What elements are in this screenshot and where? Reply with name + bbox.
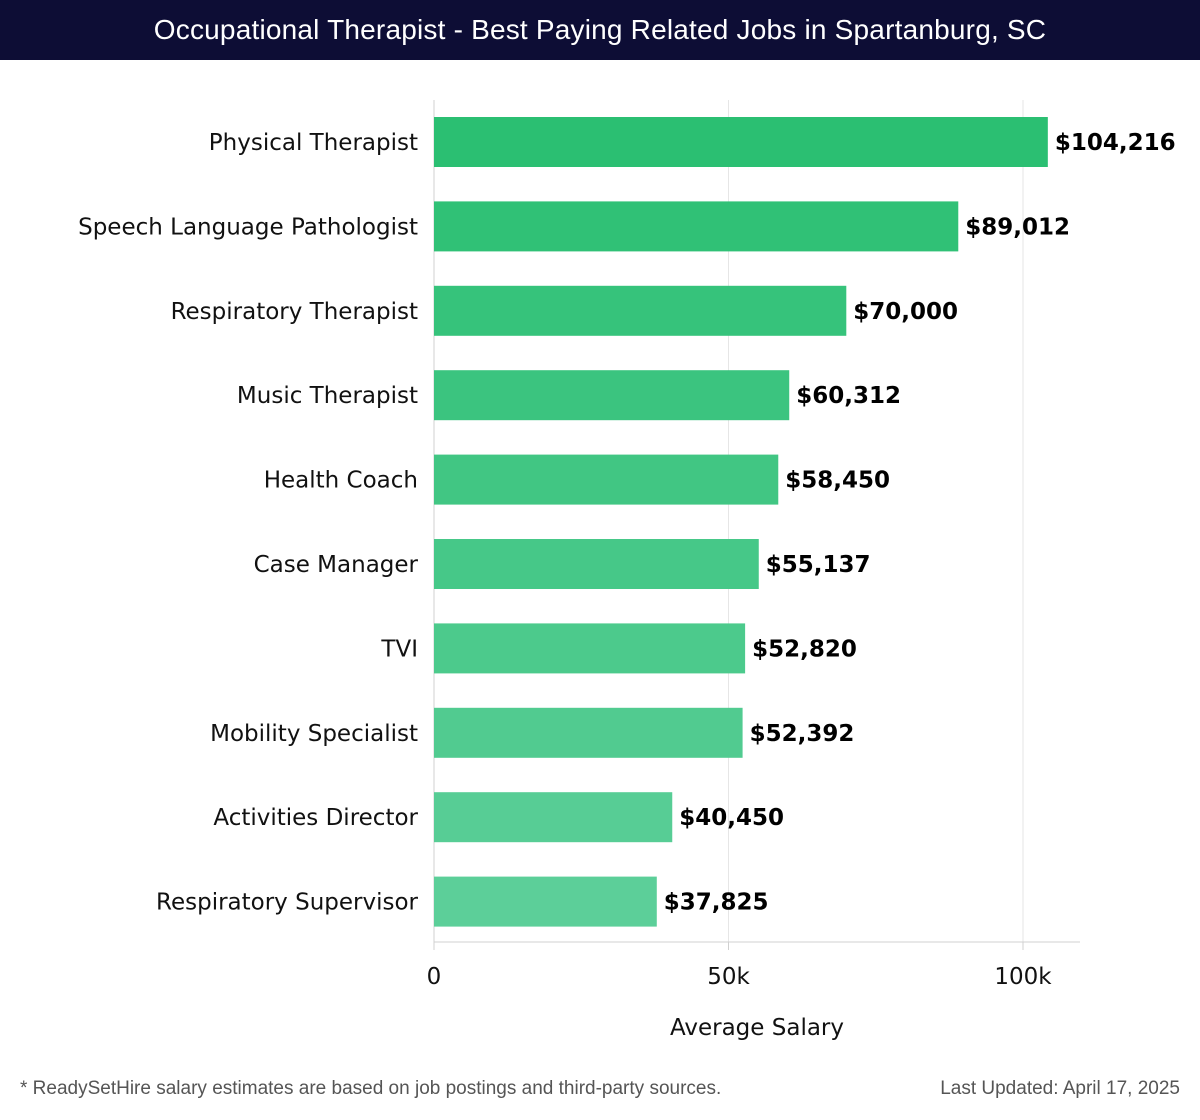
category-label-1: Speech Language Pathologist xyxy=(78,214,418,240)
value-label-3: $60,312 xyxy=(796,383,901,409)
bar-0 xyxy=(434,117,1048,167)
value-label-0: $104,216 xyxy=(1055,130,1176,156)
bar-4 xyxy=(434,454,779,505)
category-label-3: Music Therapist xyxy=(237,383,418,409)
bar-1 xyxy=(434,201,959,252)
value-label-1: $89,012 xyxy=(965,214,1070,240)
category-label-7: Mobility Specialist xyxy=(210,721,418,747)
value-label-5: $55,137 xyxy=(766,552,871,578)
value-label-4: $58,450 xyxy=(785,468,890,494)
bar-5 xyxy=(434,539,759,589)
bar-3 xyxy=(434,370,790,421)
bar-9 xyxy=(434,876,657,927)
category-label-9: Respiratory Supervisor xyxy=(156,890,419,916)
x-tick-label-0: 0 xyxy=(427,964,442,990)
chart-title: Occupational Therapist - Best Paying Rel… xyxy=(0,0,1200,60)
last-updated: Last Updated: April 17, 2025 xyxy=(940,1078,1180,1099)
value-label-7: $52,392 xyxy=(750,721,855,747)
bar-8 xyxy=(434,792,673,843)
category-label-4: Health Coach xyxy=(264,468,418,494)
category-label-0: Physical Therapist xyxy=(209,130,418,156)
bar-7 xyxy=(434,707,743,758)
bar-2 xyxy=(434,285,847,336)
footnote: * ReadySetHire salary estimates are base… xyxy=(20,1078,722,1099)
category-label-2: Respiratory Therapist xyxy=(171,299,418,325)
category-label-8: Activities Director xyxy=(213,805,418,831)
bar-6 xyxy=(434,623,746,674)
value-label-6: $52,820 xyxy=(752,636,857,662)
x-tick-label-2: 100k xyxy=(994,964,1052,990)
x-axis-title: Average Salary xyxy=(670,1015,844,1041)
value-label-2: $70,000 xyxy=(853,299,958,325)
value-label-8: $40,450 xyxy=(679,805,784,831)
value-label-9: $37,825 xyxy=(664,890,769,916)
x-tick-label-1: 50k xyxy=(707,964,750,990)
salary-bar-chart: Physical Therapist $104,216 Speech Languag… xyxy=(78,100,1176,1041)
category-label-5: Case Manager xyxy=(254,552,419,578)
category-label-6: TVI xyxy=(380,636,418,662)
